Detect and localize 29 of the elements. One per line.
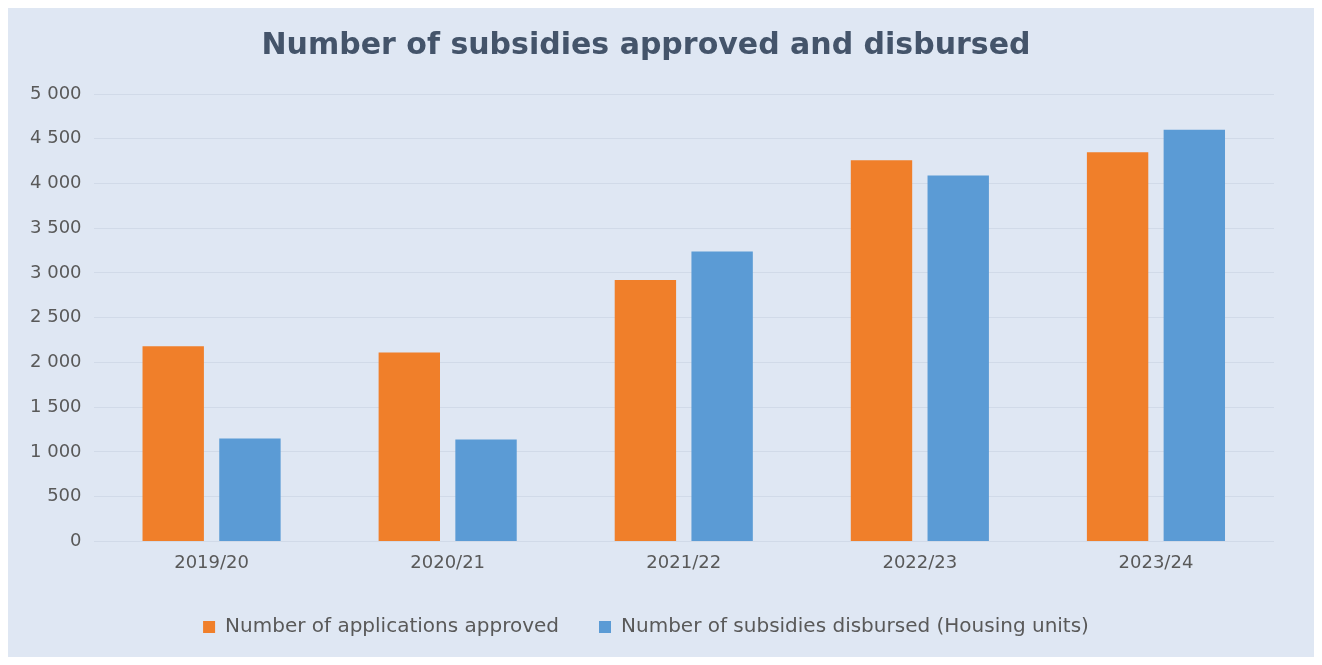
y-tick-label: 500 <box>47 484 82 506</box>
y-tick-label: 2 000 <box>30 350 82 372</box>
bar <box>691 251 753 541</box>
legend-label: Number of applications approved <box>225 613 560 638</box>
y-tick-label: 1 500 <box>30 394 82 416</box>
y-tick-label: 4 000 <box>30 171 82 193</box>
x-tick-label: 2023/24 <box>1118 550 1194 572</box>
y-tick-label: 4 500 <box>30 126 82 148</box>
bar <box>219 438 281 541</box>
y-tick-label: 5 000 <box>30 81 82 103</box>
y-tick-label: 0 <box>70 529 82 551</box>
x-tick-label: 2022/23 <box>882 550 958 572</box>
bar <box>927 175 989 541</box>
x-tick-label: 2021/22 <box>646 550 722 572</box>
y-tick-label: 2 500 <box>30 305 82 327</box>
bar <box>455 439 517 541</box>
y-tick-label: 3 500 <box>30 215 82 237</box>
y-tick-label: 1 000 <box>30 439 82 461</box>
bar <box>850 160 913 541</box>
legend-label: Number of subsidies disbursed (Housing units) <box>621 613 1089 638</box>
y-tick-label: 3 000 <box>30 260 82 282</box>
bar <box>1086 152 1149 541</box>
chart-title: Number of subsidies approved and disbursed <box>261 25 1031 61</box>
x-tick-label: 2019/20 <box>174 550 249 572</box>
x-tick-label: 2020/21 <box>410 550 486 572</box>
bar <box>1163 129 1226 541</box>
bar <box>142 346 204 541</box>
bar <box>614 280 677 541</box>
bar <box>378 352 440 541</box>
